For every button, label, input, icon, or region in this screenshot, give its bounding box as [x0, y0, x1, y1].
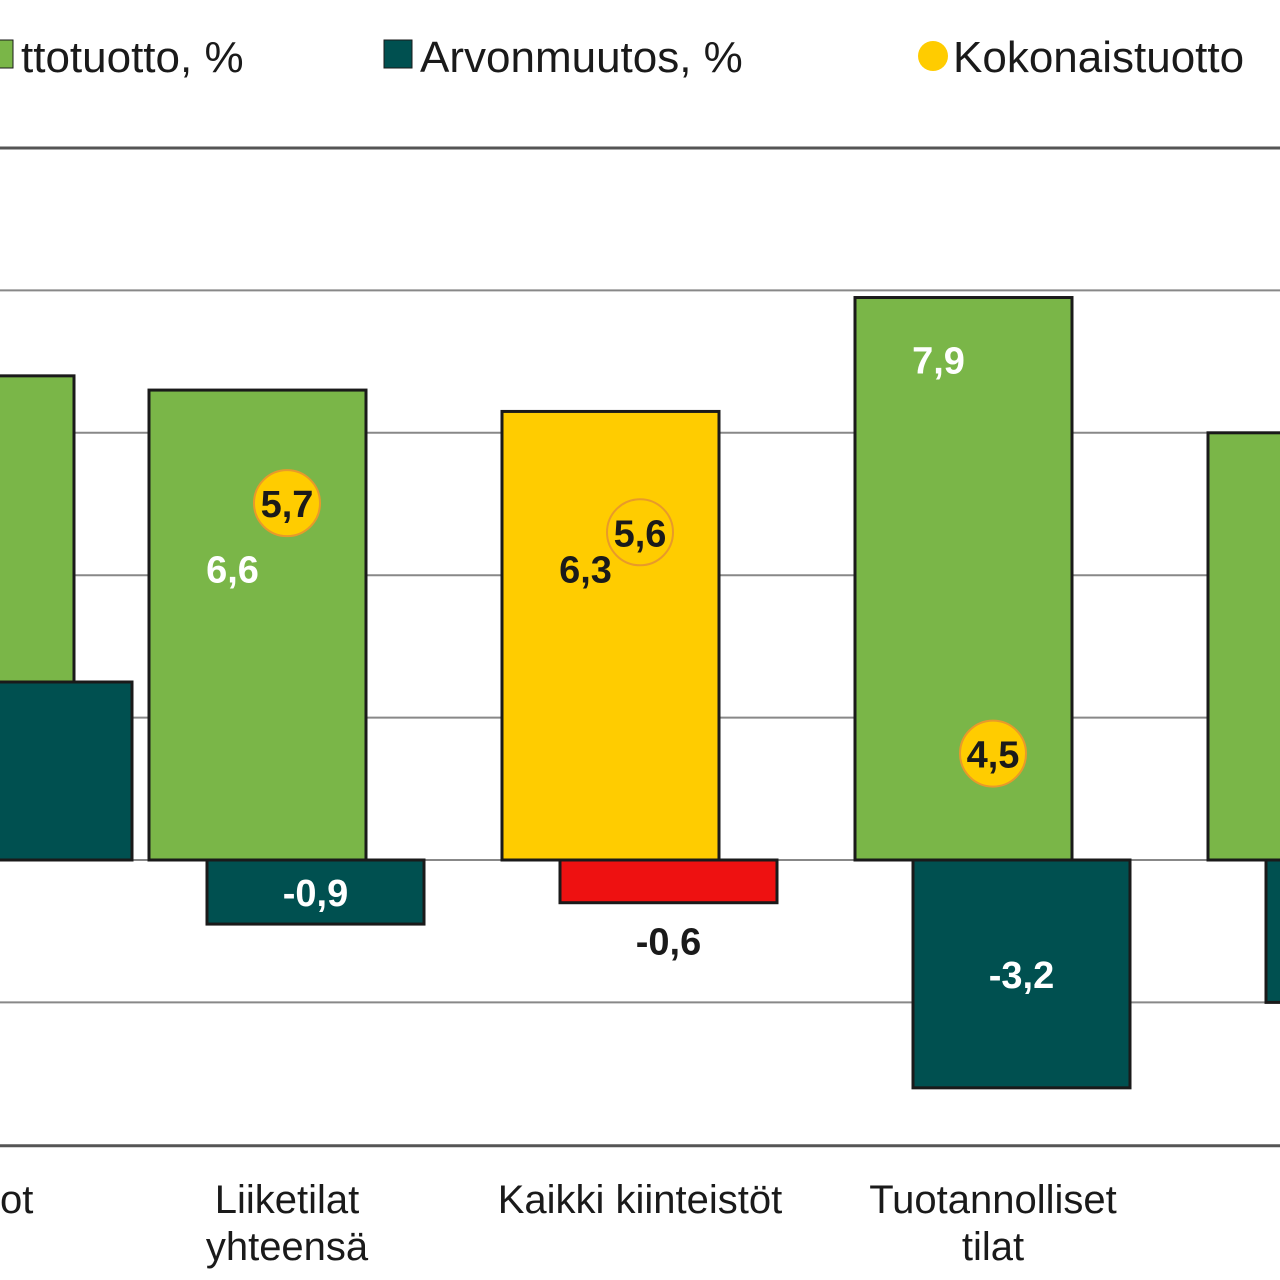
legend-label-1: Arvonmuutos, %	[420, 33, 743, 82]
value-change-label: -0,6	[636, 922, 701, 964]
total-return-marker	[606, 498, 674, 567]
legend-marker-1	[383, 39, 413, 69]
net-yield-label: 6,6	[206, 549, 259, 591]
net-yield-bar	[1206, 431, 1280, 862]
legend: ttotuotto, % Arvonmuutos, % Kokonaistuotto	[0, 33, 1244, 82]
net-yield-bar	[147, 388, 368, 862]
category-labels: ot Liiketilat yhteensä Kaikki kiinteistöt Tu…	[0, 1178, 1117, 1269]
category-label: Liiketilat yhteensä	[206, 1178, 369, 1269]
legend-marker-0	[0, 39, 14, 69]
net-yield-bar	[500, 409, 721, 862]
total-return-label: 4,5	[967, 735, 1020, 777]
value-change-bar	[558, 858, 779, 905]
legend-marker-2	[918, 41, 948, 71]
total-return-label: 5,6	[614, 513, 667, 555]
category-label: Tuotannolliset tilat	[869, 1178, 1117, 1269]
value-change-bar	[1264, 858, 1280, 1004]
net-yield-label: 6,3	[559, 549, 612, 591]
value-change-bar	[0, 680, 134, 862]
net-yield-label: 7,9	[912, 341, 965, 383]
legend-label-2: Kokonaistuotto	[953, 33, 1244, 82]
bars: 6,6 -0,9 6,3 -0,6 7,9 -3,2	[0, 296, 1280, 1090]
value-change-bar	[205, 858, 426, 926]
total-return-markers: 5,7 5,6 4,5	[253, 469, 1027, 788]
value-change-bar	[911, 858, 1132, 1090]
category-label: ot	[0, 1178, 33, 1222]
total-return-marker	[253, 469, 321, 538]
total-return-label: 5,7	[261, 484, 314, 526]
legend-label-0: ttotuotto, %	[21, 33, 244, 82]
value-change-label: -0,9	[283, 873, 348, 915]
value-change-label: -3,2	[989, 955, 1054, 997]
total-return-marker	[959, 719, 1027, 788]
category-label: Kaikki kiinteistöt	[498, 1178, 783, 1222]
